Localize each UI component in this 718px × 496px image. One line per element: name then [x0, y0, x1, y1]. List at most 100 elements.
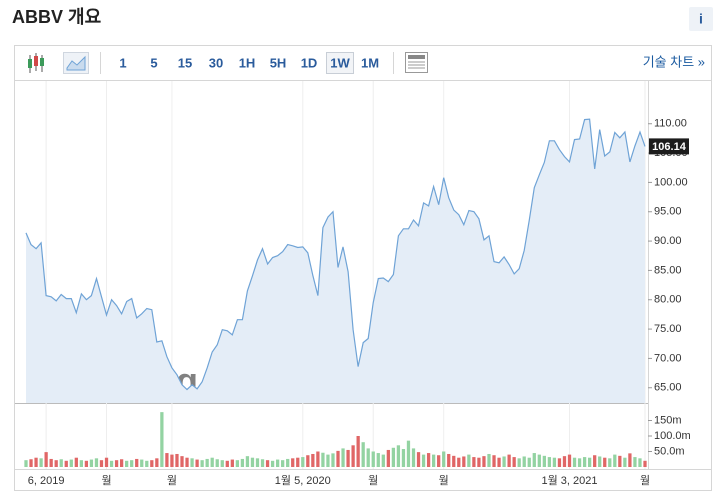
volume-bar: [185, 457, 189, 467]
y-tick-label: 65.00: [654, 382, 682, 394]
volume-bar: [577, 458, 582, 467]
volume-bar: [39, 458, 43, 467]
interval-button[interactable]: 5: [150, 55, 157, 70]
interval-button[interactable]: 1M: [361, 55, 379, 70]
volume-bar: [165, 453, 169, 467]
volume-tick-label: 100.0m: [654, 430, 691, 442]
volume-bar: [442, 451, 446, 467]
volume-bar: [114, 460, 119, 467]
volume-bar: [336, 450, 340, 467]
volume-bar: [255, 458, 260, 467]
interval-button[interactable]: 15: [178, 55, 192, 70]
last-price-tag: [649, 138, 689, 155]
volume-bar: [200, 460, 204, 467]
price-line: [25, 118, 646, 391]
info-icon[interactable]: i: [699, 11, 703, 27]
volume-bar: [265, 460, 270, 467]
volume-bar: [140, 459, 144, 467]
volume-bar: [643, 460, 647, 467]
volume-bar: [205, 458, 209, 467]
volume-bar: [477, 457, 481, 467]
volume-bar: [411, 448, 416, 467]
volume-bar: [507, 454, 511, 467]
volume-bar: [351, 445, 355, 467]
y-tick-label: 70.00: [654, 352, 682, 364]
volume-bar: [401, 449, 406, 467]
area-icon[interactable]: [63, 52, 89, 74]
volume-bar: [356, 436, 360, 467]
volume-bar: [296, 457, 300, 467]
volume-bar: [376, 453, 380, 467]
volume-bar: [467, 454, 471, 467]
volume-bar: [59, 459, 63, 467]
volume-bar: [623, 457, 627, 467]
y-tick-label: 100.00: [654, 176, 688, 188]
volume-bar: [89, 459, 94, 467]
volume-bar: [603, 457, 607, 467]
interval-button[interactable]: 1W: [330, 55, 350, 70]
volume-bar: [150, 460, 154, 467]
layout-icon[interactable]: [405, 52, 428, 73]
x-tick-label: 6, 2019: [28, 475, 65, 487]
volume-bar: [286, 458, 290, 467]
volume-bar: [633, 457, 637, 467]
volume-bar: [245, 456, 250, 467]
interval-button[interactable]: 1H: [239, 55, 256, 70]
volume-bar: [104, 457, 109, 467]
volume-bar: [99, 460, 104, 467]
volume-bar: [431, 454, 436, 467]
interval-button[interactable]: 1D: [301, 55, 318, 70]
volume-bar: [130, 460, 134, 467]
volume-bar: [562, 456, 567, 467]
y-tick-label: 95.00: [654, 206, 682, 218]
volume-bar: [170, 454, 174, 467]
volume-bar: [613, 454, 617, 467]
interval-button[interactable]: 5H: [270, 55, 287, 70]
volume-bar: [457, 457, 461, 467]
candle-icon[interactable]: [28, 53, 44, 73]
volume-bar: [275, 459, 280, 467]
volume-bar: [64, 460, 68, 467]
volume-bar: [341, 448, 345, 467]
volume-bar: [306, 455, 310, 467]
volume-bar: [522, 456, 526, 467]
volume-bar: [79, 460, 83, 467]
volume-bar: [281, 460, 285, 467]
volume-bar: [291, 458, 295, 467]
technical-chart-link[interactable]: 기술 차트 »: [643, 54, 705, 69]
volume-bar: [145, 460, 149, 467]
volume-bar: [94, 458, 99, 467]
volume-bar: [557, 458, 562, 467]
volume-tick-label: 150m: [654, 414, 682, 426]
volume-bar: [366, 448, 370, 467]
volume-bar: [155, 458, 159, 467]
y-tick-label: 90.00: [654, 235, 682, 247]
interval-selected[interactable]: [326, 52, 354, 74]
volume-bar: [628, 453, 632, 467]
volume-bar: [421, 454, 426, 467]
volume-bar: [160, 412, 164, 467]
volume-bar: [582, 457, 587, 467]
volume-bar: [487, 453, 491, 467]
volume-bar: [537, 454, 541, 467]
y-tick-label: 80.00: [654, 294, 682, 306]
volume-bar: [24, 460, 28, 467]
volume-bar: [361, 442, 365, 467]
interval-button[interactable]: 30: [209, 55, 223, 70]
volume-bar: [462, 456, 466, 467]
y-tick-label: 85.00: [654, 264, 682, 276]
interval-button[interactable]: 1: [119, 55, 126, 70]
volume-bar: [220, 460, 224, 467]
volume-bar: [175, 453, 179, 467]
volume-tick-label: 50.0m: [654, 445, 685, 457]
volume-bar: [54, 460, 58, 467]
volume-bar: [84, 460, 89, 467]
volume-bar: [235, 460, 240, 467]
volume-bar: [125, 460, 129, 467]
volume-bar: [567, 454, 572, 467]
volume-bar: [618, 455, 622, 467]
info-button[interactable]: [689, 7, 713, 31]
volume-bar: [386, 449, 390, 467]
volume-bar: [109, 460, 114, 467]
volume-bar: [240, 458, 245, 467]
